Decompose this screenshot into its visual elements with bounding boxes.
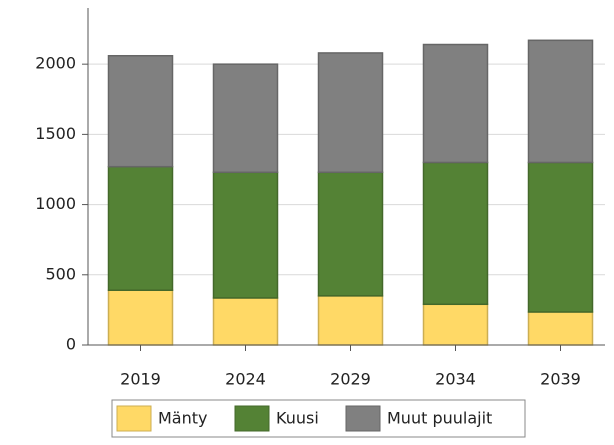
bar-segment xyxy=(422,303,489,346)
x-tick-label: 2019 xyxy=(120,370,161,389)
bar-segment xyxy=(527,311,594,346)
legend-swatch xyxy=(345,405,381,432)
bar-segment xyxy=(212,171,279,299)
bar-segment xyxy=(212,63,279,174)
y-tick-label: 2000 xyxy=(35,54,76,73)
bar-segment xyxy=(317,295,384,346)
x-tick-label: 2024 xyxy=(225,370,266,389)
bar-segment xyxy=(422,161,489,306)
bar-segment xyxy=(527,161,594,313)
bar-segment xyxy=(422,43,489,164)
x-tick-label: 2034 xyxy=(435,370,476,389)
bar-segment xyxy=(317,52,384,174)
legend-swatch xyxy=(116,405,152,432)
bar-segment xyxy=(317,171,384,297)
legend-swatch xyxy=(234,405,270,432)
x-tick-label: 2039 xyxy=(540,370,581,389)
y-tick-label: 1500 xyxy=(35,124,76,143)
legend-label: Mänty xyxy=(158,409,208,428)
bar-segment xyxy=(107,54,174,168)
legend: Mänty Kuusi Muut puulajit xyxy=(111,399,526,438)
x-tick-label: 2029 xyxy=(330,370,371,389)
legend-box xyxy=(111,399,526,438)
legend-label: Muut puulajit xyxy=(387,409,492,428)
bar-segment xyxy=(107,165,174,291)
bar-segment xyxy=(107,289,174,346)
y-tick-label: 1000 xyxy=(35,194,76,213)
bar-segment xyxy=(527,39,594,164)
bar-segment xyxy=(212,297,279,346)
y-tick-label: 0 xyxy=(66,335,76,354)
legend-label: Kuusi xyxy=(276,409,319,428)
y-tick-label: 500 xyxy=(45,264,76,283)
